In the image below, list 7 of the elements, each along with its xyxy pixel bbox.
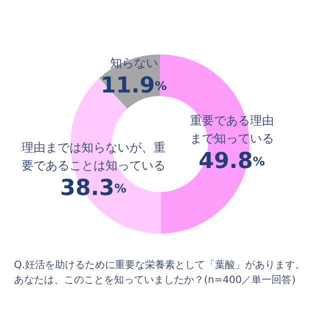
- slice-label: 理由までは知らないが、重要であることは知っている: [21, 140, 166, 173]
- text: Q.妊活を助けるために重要な栄養素として「葉酸」があります。あなたは、このことを知っていましたか？(n=400／単一回答): [14, 259, 306, 286]
- data-label: 11.9%: [100, 74, 167, 99]
- slice-label: 知らない: [110, 56, 158, 70]
- data-label: 49.8%: [198, 149, 265, 174]
- slice-label: 重要である理由まで知っている: [190, 114, 274, 146]
- data-label: 38.3%: [60, 176, 126, 202]
